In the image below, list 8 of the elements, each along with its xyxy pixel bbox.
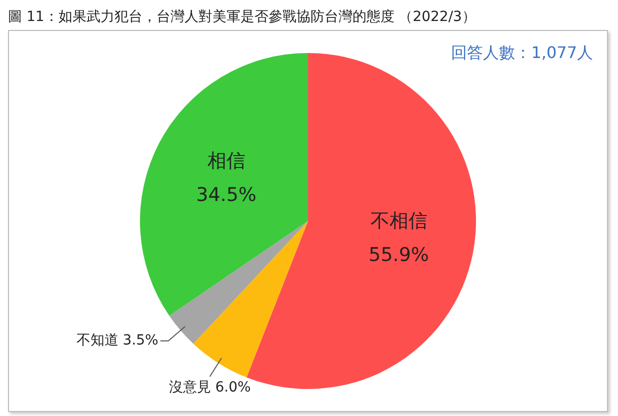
data-label: 34.5%	[196, 184, 256, 206]
data-label: 55.9%	[368, 244, 429, 266]
slice-label: 沒意見 6.0%	[168, 379, 251, 396]
slice-label: 不相信	[370, 210, 428, 232]
text: 回答人數：1,077人	[451, 43, 593, 64]
slice-label: 不知道 3.5%	[76, 332, 158, 348]
chart-title: 圖 11：如果武力犯台，台灣人對美軍是否參戰協防台灣的態度 （2022/3）	[8, 8, 477, 27]
slice-label: 相信	[207, 150, 246, 172]
